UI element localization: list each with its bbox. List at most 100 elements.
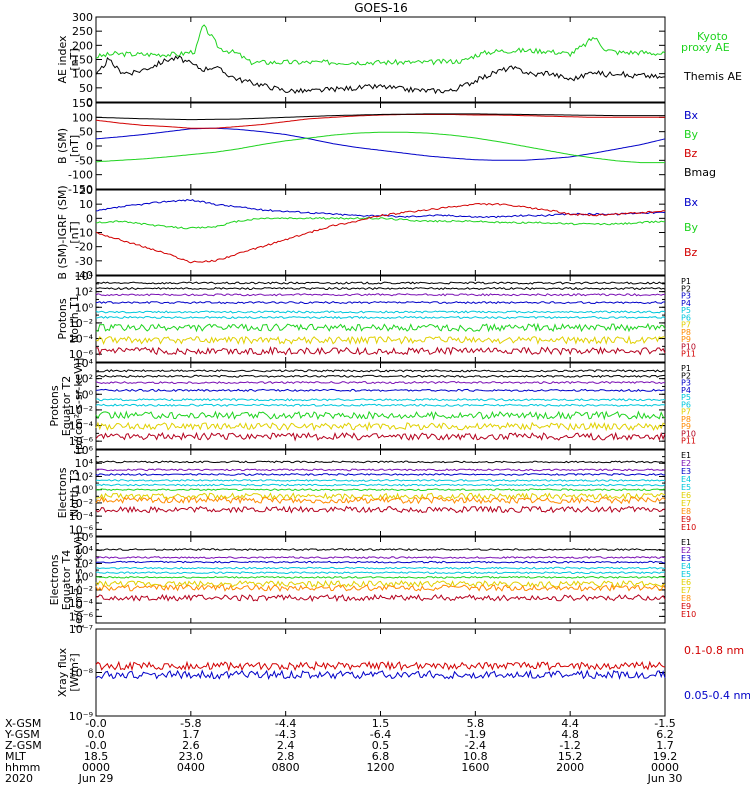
- channel-label: E4: [681, 562, 691, 571]
- y-tick-label: 10⁰: [75, 301, 94, 314]
- series-line-e2: [95, 468, 666, 472]
- x-axis-value: 1.7: [182, 728, 200, 741]
- panel-frame: [95, 102, 666, 190]
- channel-label: E10: [681, 523, 696, 532]
- y-tick-label: 20: [79, 184, 93, 197]
- y-tick-label: 10⁻⁷: [69, 623, 93, 636]
- y-tick-label: 150: [72, 97, 93, 110]
- series-label: Themis AE: [683, 70, 742, 83]
- y-axis-label: ProtonsEquator T2[p/(cm²-s-sr-keV)]: [48, 358, 85, 455]
- panel-frame: [95, 189, 666, 276]
- series-label-line: Bmag: [684, 166, 716, 179]
- x-axis-value: Jun 30: [647, 772, 683, 785]
- y-tick-label: 10²: [75, 286, 93, 299]
- x-axis-value: 23.0: [179, 750, 204, 763]
- y-tick-label: 250: [72, 25, 93, 38]
- series-line-e1: [95, 548, 666, 552]
- channel-label: E7: [681, 586, 691, 595]
- y-tick-label: 10⁻²: [69, 497, 93, 510]
- y-tick-label: 10⁶: [75, 531, 94, 544]
- series-line-by: [95, 131, 665, 164]
- series-line-bz: [95, 202, 666, 264]
- channel-label: P8: [681, 415, 691, 424]
- channel-label: P5: [681, 393, 691, 402]
- x-axis-row-label: Y-GSM: [4, 728, 40, 741]
- y-axis-label-line: [nT]: [68, 135, 81, 157]
- x-axis-value: 6.8: [372, 750, 390, 763]
- series-label-line: Themis AE: [683, 70, 742, 83]
- series-label-line: Bx: [684, 109, 699, 122]
- channel-label: E8: [681, 507, 691, 516]
- y-tick-label: 10⁻²: [69, 584, 93, 597]
- y-tick-label: -50: [75, 154, 93, 167]
- x-axis-value: -2.4: [465, 739, 486, 752]
- series-label-line: Bx: [684, 196, 699, 209]
- y-tick-label: 10⁰: [75, 388, 94, 401]
- channel-label: E7: [681, 499, 691, 508]
- series-line-p9: [95, 345, 666, 356]
- y-tick-label: 10⁴: [75, 544, 94, 557]
- series-label-line: 0.1-0.8 nm: [684, 644, 744, 657]
- y-tick-label: -40: [75, 269, 93, 282]
- series-line-e2: [95, 556, 666, 559]
- y-axis-label: ElectronsNorth T3: [56, 467, 81, 518]
- series-line-e7: [95, 579, 666, 589]
- series-label: Bz: [684, 147, 698, 160]
- channel-label: P10: [681, 429, 696, 438]
- y-axis-label-line: Electrons: [56, 467, 69, 518]
- y-tick-label: 300: [72, 11, 93, 24]
- series-line-p4: [95, 388, 665, 392]
- x-axis-row-label: X-GSM: [5, 717, 41, 730]
- series-label: By: [684, 221, 699, 234]
- x-axis-value: -4.4: [275, 717, 296, 730]
- channel-label: P11: [681, 350, 696, 359]
- y-tick-label: 10: [79, 198, 93, 211]
- series-label-line: By: [684, 221, 699, 234]
- y-axis-label-line: Xray flux: [56, 647, 69, 697]
- y-tick-label: 10⁻⁶: [69, 435, 94, 448]
- series-line-e4: [95, 566, 666, 570]
- plot-title: GOES-16: [354, 1, 408, 15]
- series-label: Kyoto proxy AE: [681, 30, 730, 54]
- x-axis-value: Jun 29: [78, 772, 114, 785]
- y-axis-label-line: Protons: [56, 298, 69, 339]
- y-axis-label-line: Protons: [48, 385, 61, 426]
- y-axis-label-line: [nT]: [68, 221, 81, 243]
- y-tick-label: 10²: [75, 373, 93, 386]
- series-line-p5: [95, 310, 666, 314]
- x-axis-value: 2.4: [277, 739, 295, 752]
- y-tick-label: 10⁴: [75, 270, 94, 283]
- y-axis-label-line: Equator T4: [60, 550, 73, 610]
- y-tick-label: 10²: [75, 470, 93, 483]
- x-axis-value: 19.2: [653, 750, 678, 763]
- channel-label: E1: [681, 451, 691, 460]
- channel-label: P1: [681, 277, 691, 286]
- y-tick-label: 10⁰: [75, 484, 94, 497]
- series-line-0-1-0-8-nm: [95, 660, 666, 672]
- channel-label: P7: [681, 408, 691, 417]
- y-tick-label: 10⁻⁴: [69, 510, 94, 523]
- channel-label: P5: [681, 306, 691, 315]
- y-tick-label: 10⁻²: [69, 404, 93, 417]
- channel-label: E8: [681, 594, 691, 603]
- channel-label: E1: [681, 538, 691, 547]
- y-tick-label: 10⁴: [75, 357, 94, 370]
- channel-label: P2: [681, 284, 691, 293]
- y-axis-label-line: North T1: [68, 295, 81, 343]
- x-axis-value: 1.5: [372, 717, 390, 730]
- y-tick-label: 200: [72, 39, 93, 52]
- y-tick-label: -10: [75, 227, 93, 240]
- series-line-p2: [95, 286, 666, 291]
- series-line-e6: [95, 488, 666, 492]
- channel-label: E6: [681, 491, 691, 500]
- channel-label: E10: [681, 610, 696, 619]
- panel-frame: [95, 628, 666, 717]
- x-axis-value: 18.5: [84, 750, 109, 763]
- series-line-p7: [95, 410, 666, 421]
- series-label: Bmag: [684, 166, 716, 179]
